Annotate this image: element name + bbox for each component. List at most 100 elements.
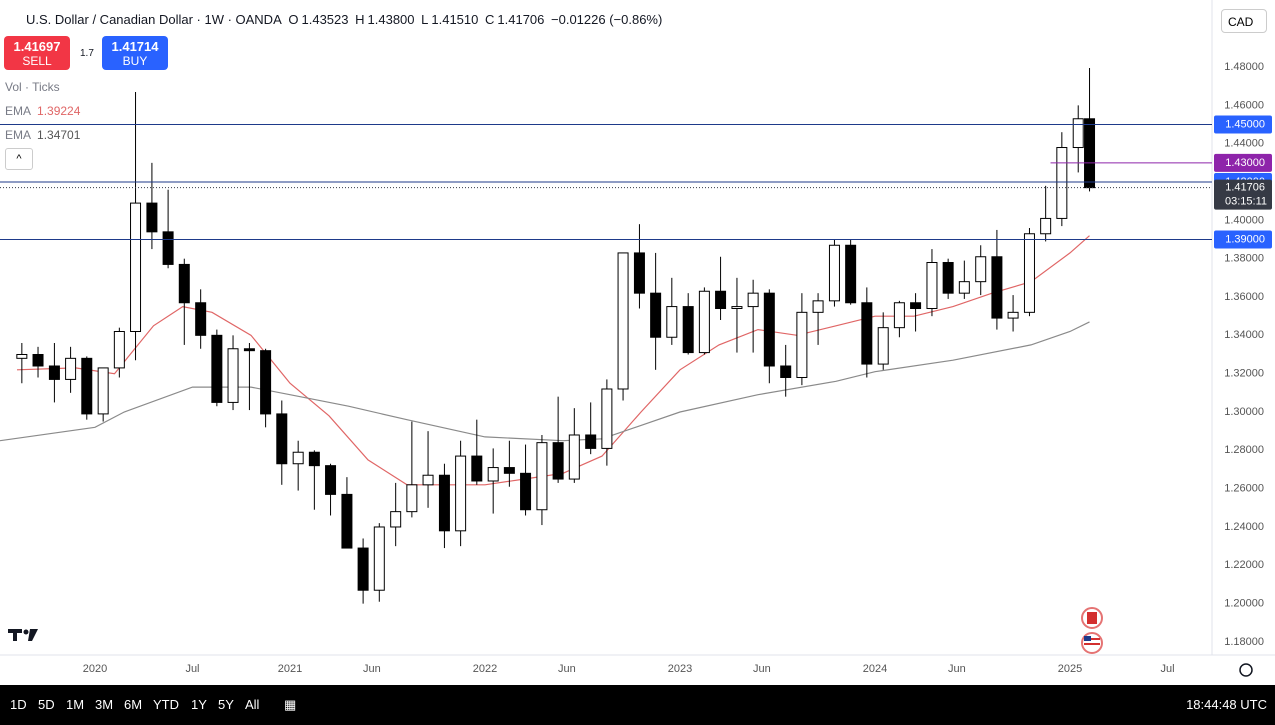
candle-body xyxy=(617,252,629,390)
change: −0.01226 (−0.86%) xyxy=(551,12,663,27)
candle-body xyxy=(520,472,532,511)
candle-body xyxy=(243,348,255,352)
candle-body xyxy=(536,442,548,511)
y-tick-label: 1.34000 xyxy=(1224,329,1264,341)
y-tick-label: 1.20000 xyxy=(1224,598,1264,610)
range-button[interactable]: 1D xyxy=(10,697,27,712)
y-tick-label: 1.36000 xyxy=(1224,291,1264,303)
candle-body xyxy=(812,300,824,313)
buy-text: BUY xyxy=(122,54,148,68)
candle-body xyxy=(1084,118,1096,189)
candle-body xyxy=(32,353,44,367)
candle-body xyxy=(568,434,580,480)
candle-body xyxy=(227,348,239,403)
x-tick-label: 2024 xyxy=(863,663,887,675)
buy-button[interactable]: 1.41714 BUY xyxy=(102,36,168,70)
y-tick-label: 1.26000 xyxy=(1224,483,1264,495)
candle-body xyxy=(260,350,272,415)
last-price-label: 1.41706 xyxy=(1225,182,1265,194)
y-tick-label: 1.38000 xyxy=(1224,253,1264,265)
candle-body xyxy=(276,413,288,465)
candle-body xyxy=(552,442,564,480)
ema-line xyxy=(0,321,1090,442)
candle-body xyxy=(715,290,727,310)
indicator[interactable]: Vol · Ticks xyxy=(5,80,60,94)
indicator-name: Vol · Ticks xyxy=(5,80,60,94)
sell-button[interactable]: 1.41697 SELL xyxy=(4,36,70,70)
y-tick-label: 1.24000 xyxy=(1224,521,1264,533)
candle-body xyxy=(796,311,808,378)
y-tick-label: 1.44000 xyxy=(1224,138,1264,150)
candle-body xyxy=(97,367,109,415)
candle-body xyxy=(633,252,645,294)
candle-body xyxy=(146,202,158,233)
x-tick-label: Jun xyxy=(558,663,576,675)
range-button[interactable]: 5D xyxy=(38,697,55,712)
candle-body xyxy=(893,302,905,329)
candle-body xyxy=(357,547,369,591)
y-tick-label: 1.30000 xyxy=(1224,406,1264,418)
ohlc-value: 1.43800 xyxy=(367,12,415,27)
candle-body xyxy=(910,302,922,310)
last-price-box xyxy=(1214,179,1272,210)
range-button[interactable]: All xyxy=(245,697,260,712)
candle-body xyxy=(503,467,515,474)
x-tick-label: 2025 xyxy=(1058,663,1082,675)
range-button[interactable]: YTD xyxy=(153,697,179,712)
x-tick-label: 2022 xyxy=(473,663,497,675)
candle-body xyxy=(601,388,613,449)
candle-body xyxy=(487,467,499,482)
x-tick-label: 2021 xyxy=(278,663,302,675)
range-button[interactable]: 3M xyxy=(95,697,114,712)
range-button[interactable]: 6M xyxy=(124,697,143,712)
candle-body xyxy=(471,455,483,482)
candle-body xyxy=(682,306,694,354)
chart: 1.18000 1.20000 1.22000 1.24000 1.26000 1.280… xyxy=(0,0,1275,677)
ohlc-label: C xyxy=(485,12,495,27)
y-tick-label: 1.40000 xyxy=(1224,214,1264,226)
indicator-value: 1.34701 xyxy=(37,128,81,142)
candle-body xyxy=(390,511,402,528)
range-button[interactable]: 1M xyxy=(66,697,85,712)
candle-body xyxy=(1007,311,1019,319)
candle-body xyxy=(1040,217,1052,235)
indicator[interactable]: EMA 1.39224 xyxy=(5,104,80,118)
x-tick-label: 2023 xyxy=(668,663,692,675)
candle-body xyxy=(861,302,873,365)
candle-body xyxy=(81,357,93,415)
indicator-name: EMA xyxy=(5,104,32,118)
y-tick-label: 1.28000 xyxy=(1224,444,1264,456)
indicator-value: 1.39224 xyxy=(37,104,81,118)
ohlc-label: H xyxy=(355,12,365,27)
date-range-icon[interactable]: ▦ xyxy=(284,697,297,712)
candle-body xyxy=(422,474,434,486)
indicator[interactable]: EMA 1.34701 xyxy=(5,128,80,142)
currency-select[interactable]: CAD xyxy=(1221,9,1267,33)
bottom-toolbar: 1D 5D 1M 3M 6M YTD 1Y 5Y All ▦ 18:44:48 UTC xyxy=(0,685,1275,725)
candle-body xyxy=(650,292,662,338)
candle-body xyxy=(195,302,207,336)
candle-body xyxy=(942,262,954,294)
candle-body xyxy=(845,244,857,304)
ohlc-value: 1.41706 xyxy=(497,12,545,27)
y-tick-label: 1.46000 xyxy=(1224,99,1264,111)
collapse-button[interactable]: ^ xyxy=(5,148,33,170)
candle-body xyxy=(48,365,60,380)
range-button[interactable]: 1Y xyxy=(191,697,207,712)
range-button[interactable]: 5Y xyxy=(218,697,234,712)
countdown: 03:15:11 xyxy=(1225,196,1267,208)
candle-body xyxy=(292,451,304,465)
symbol-header: U.S. Dollar / Canadian Dollar · 1W · OAN… xyxy=(26,12,665,27)
candle-body xyxy=(65,357,77,380)
tv-logo xyxy=(8,629,38,641)
x-tick-label: Jul xyxy=(185,663,199,675)
candle-body xyxy=(1023,233,1035,313)
candle-body xyxy=(763,292,775,367)
candle-body xyxy=(455,455,467,532)
y-tick-label: 1.32000 xyxy=(1224,368,1264,380)
candle-body xyxy=(975,256,987,283)
settings-icon[interactable] xyxy=(1239,663,1253,677)
level-label-box xyxy=(1214,115,1272,134)
x-tick-label: Jun xyxy=(363,663,381,675)
